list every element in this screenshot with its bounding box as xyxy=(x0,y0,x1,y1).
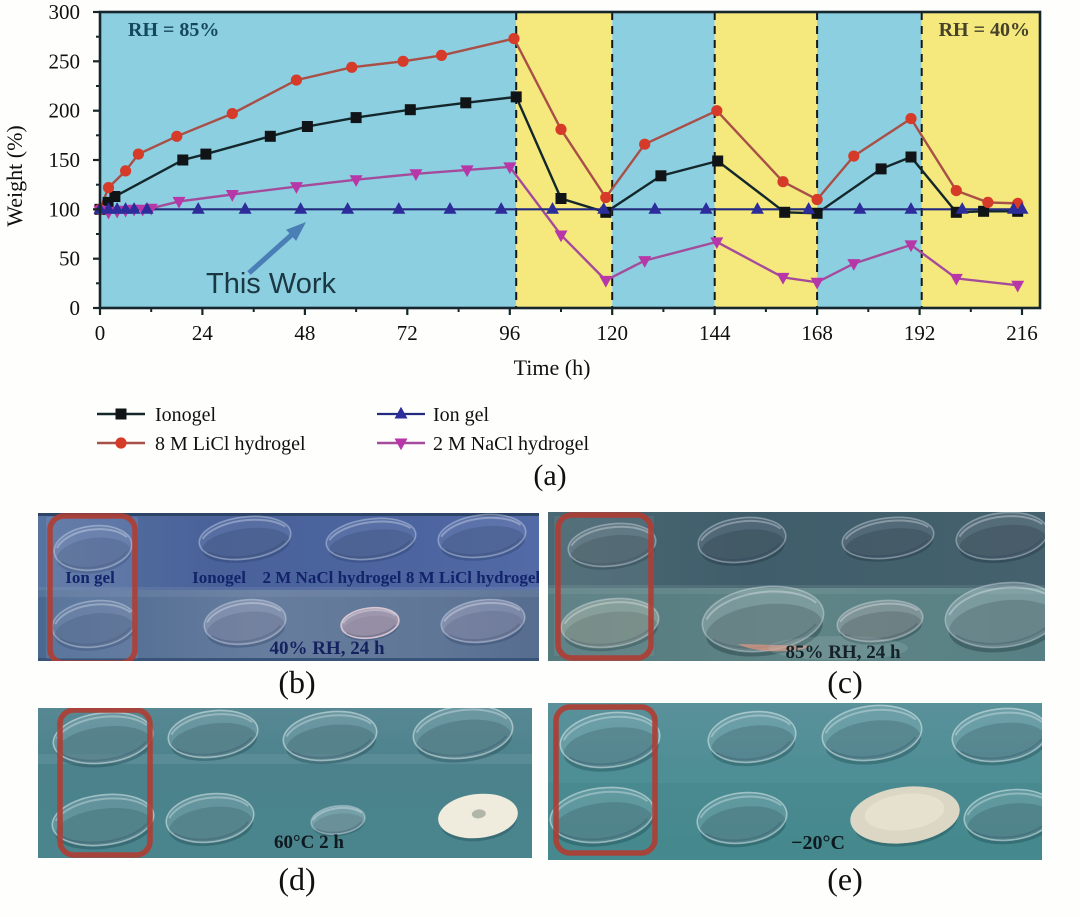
svg-text:8 M LiCl hydrogel: 8 M LiCl hydrogel xyxy=(155,433,306,455)
svg-text:Ionogel: Ionogel xyxy=(192,568,246,587)
svg-text:(a): (a) xyxy=(533,459,566,492)
svg-text:48: 48 xyxy=(294,321,315,345)
svg-text:150: 150 xyxy=(49,148,81,172)
svg-text:100: 100 xyxy=(49,197,81,221)
svg-text:Ion gel: Ion gel xyxy=(65,568,115,587)
svg-text:This Work: This Work xyxy=(206,268,336,300)
svg-text:8 M LiCl hydrogel: 8 M LiCl hydrogel xyxy=(406,568,539,587)
svg-text:Weight (%): Weight (%) xyxy=(2,125,27,226)
svg-text:250: 250 xyxy=(49,49,81,73)
svg-text:216: 216 xyxy=(1006,321,1038,345)
svg-text:120: 120 xyxy=(596,321,628,345)
svg-text:Time (h): Time (h) xyxy=(514,355,591,380)
svg-text:RH = 85%: RH = 85% xyxy=(128,19,219,41)
svg-text:40% RH, 24 h: 40% RH, 24 h xyxy=(269,638,385,659)
svg-text:24: 24 xyxy=(192,321,214,345)
svg-text:−20°C: −20°C xyxy=(791,832,845,854)
svg-text:0: 0 xyxy=(70,296,81,320)
svg-text:2 M NaCl hydrogel: 2 M NaCl hydrogel xyxy=(263,568,402,587)
svg-text:200: 200 xyxy=(49,99,81,123)
svg-text:85% RH, 24 h: 85% RH, 24 h xyxy=(785,642,901,661)
svg-text:RH = 40%: RH = 40% xyxy=(939,19,1030,41)
svg-text:168: 168 xyxy=(801,321,833,345)
svg-text:Ion gel: Ion gel xyxy=(433,404,490,426)
svg-text:Ionogel: Ionogel xyxy=(155,404,217,426)
svg-text:72: 72 xyxy=(397,321,418,345)
svg-text:192: 192 xyxy=(904,321,936,345)
svg-text:50: 50 xyxy=(59,247,80,271)
svg-text:2 M NaCl hydrogel: 2 M NaCl hydrogel xyxy=(433,433,590,455)
svg-text:144: 144 xyxy=(699,321,731,345)
svg-text:300: 300 xyxy=(49,0,81,24)
svg-text:0: 0 xyxy=(95,321,106,345)
svg-text:60°C 2 h: 60°C 2 h xyxy=(274,832,344,853)
svg-text:96: 96 xyxy=(499,321,520,345)
